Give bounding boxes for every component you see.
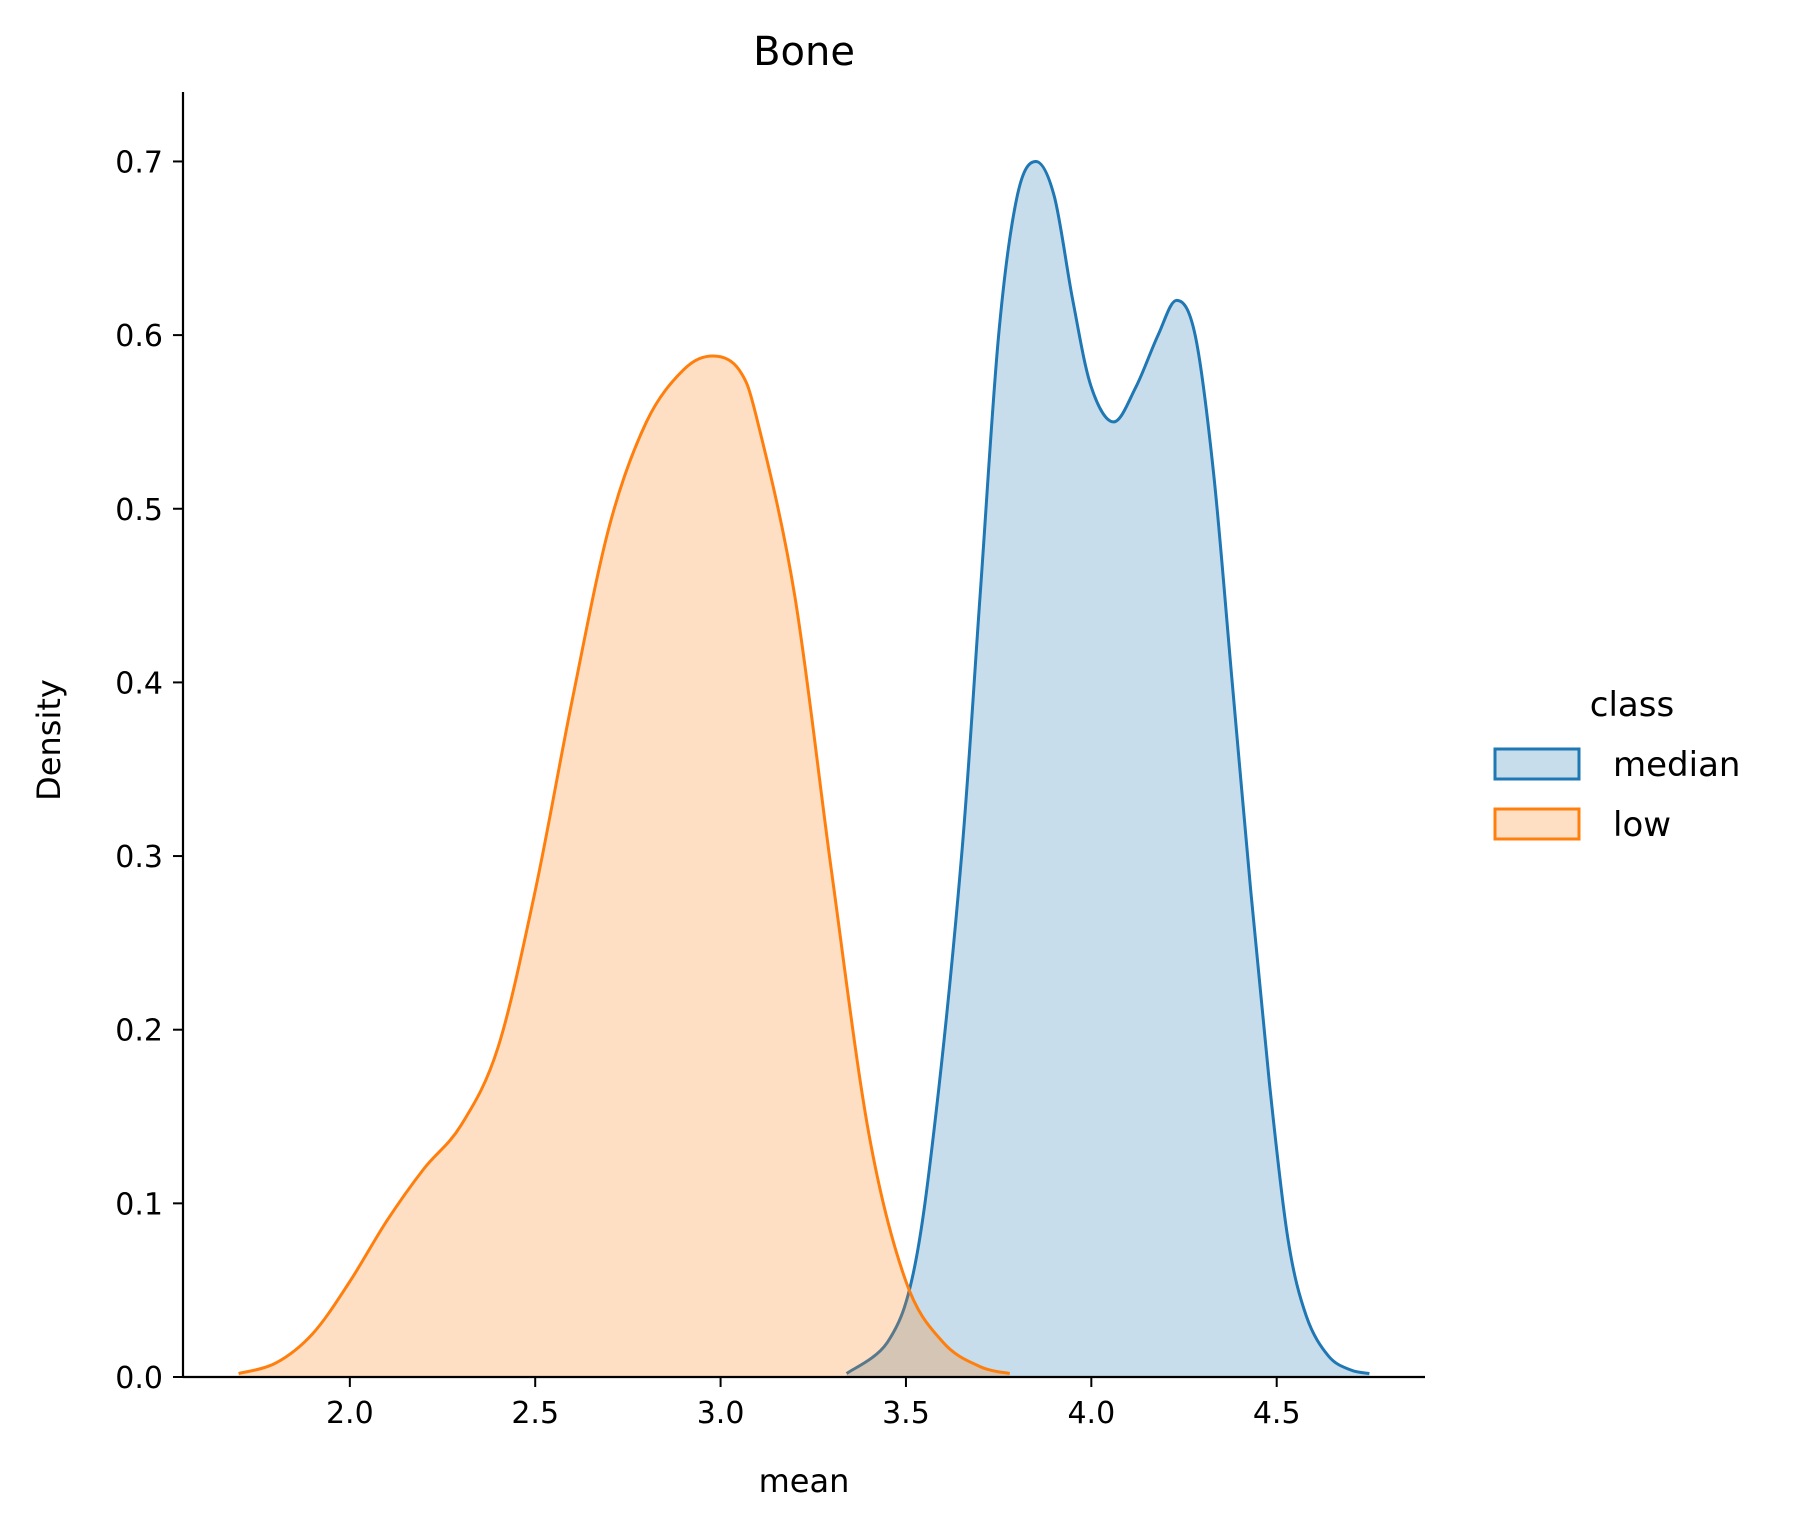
legend-swatch-low [1493,807,1581,841]
y-tick-label: 0.0 [115,1361,163,1396]
density-line-median [845,159,1370,1376]
legend-swatch-median [1493,747,1581,781]
y-tick-label: 0.5 [115,493,163,528]
y-tick-label: 0.6 [115,319,163,354]
legend-title: class [1590,685,1674,725]
legend-label-low: low [1613,805,1671,845]
plot-area [238,159,1370,1378]
y-tick-label: 0.2 [115,1014,163,1049]
y-axis-label: Density [30,679,68,801]
x-tick-label: 2.5 [511,1396,559,1431]
legend: class median low [1493,685,1740,845]
y-tick-label: 0.3 [115,840,163,875]
x-axis-ticks: 2.0 2.5 3.0 3.5 4.0 4.5 [326,1377,1301,1431]
y-axis-ticks: 0.0 0.1 0.2 0.3 0.4 0.5 0.6 0.7 [115,145,183,1396]
x-axis-label: mean [759,1462,850,1500]
x-tick-label: 3.5 [882,1396,930,1431]
density-area-median [846,161,1370,1378]
y-tick-label: 0.1 [115,1187,163,1222]
x-tick-label: 4.0 [1067,1396,1115,1431]
y-tick-label: 0.7 [115,145,163,180]
x-tick-label: 3.0 [697,1396,745,1431]
y-tick-label: 0.4 [115,666,163,701]
legend-label-median: median [1613,745,1740,785]
x-tick-label: 2.0 [326,1396,374,1431]
density-area-low [238,355,1010,1377]
x-tick-label: 4.5 [1253,1396,1301,1431]
density-line-low [238,354,1011,1376]
chart-title: Bone [753,29,855,75]
